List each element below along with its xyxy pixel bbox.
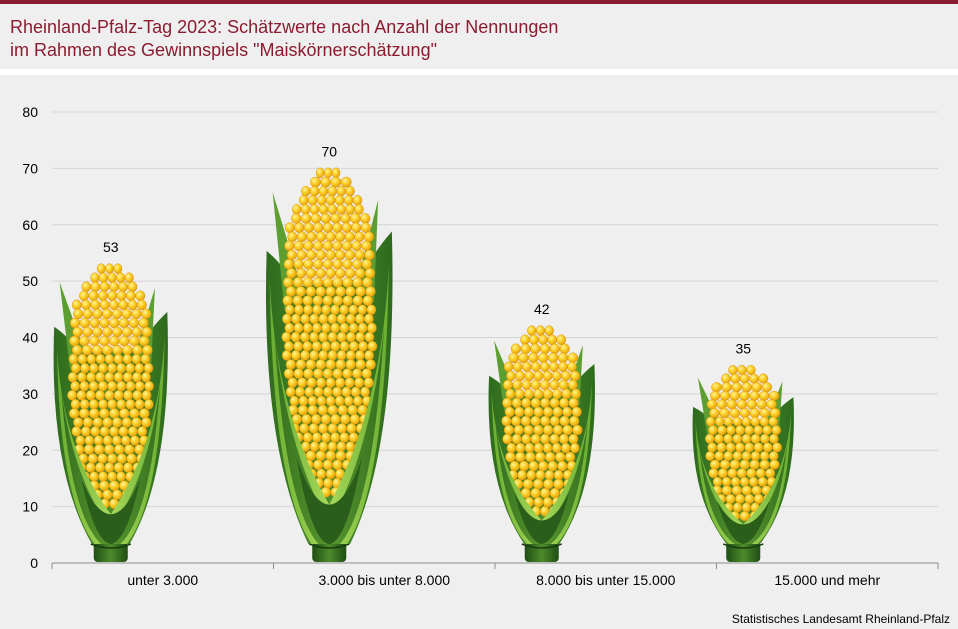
x-axis-tick-labels: unter 3.000 3.000 bis unter 8.000 8.000 bi… — [127, 572, 880, 588]
chart-title-line-2: im Rahmen des Gewinnspiels "Maiskörnersc… — [10, 40, 437, 60]
corn-bar-2 — [265, 167, 393, 562]
y-tick-label: 80 — [22, 104, 38, 120]
y-tick-label: 30 — [22, 386, 38, 402]
y-tick-label: 20 — [22, 442, 38, 458]
data-label: 42 — [534, 301, 550, 317]
y-tick-label: 60 — [22, 217, 38, 233]
data-label: 70 — [321, 143, 337, 159]
corn-bar-4 — [692, 364, 794, 562]
corn-bar-3 — [488, 325, 595, 562]
data-labels: 53 70 42 35 — [103, 143, 751, 356]
header-separator — [0, 69, 958, 75]
chart-title-line-1: Rheinland-Pfalz-Tag 2023: Schätzwerte na… — [10, 17, 559, 37]
y-tick-label: 10 — [22, 499, 38, 515]
chart-header: Rheinland-Pfalz-Tag 2023: Schätzwerte na… — [0, 4, 958, 68]
y-tick-label: 50 — [22, 273, 38, 289]
x-tick-label: unter 3.000 — [127, 572, 198, 588]
y-tick-label: 40 — [22, 330, 38, 346]
grid-layer — [51, 111, 939, 569]
corn-marks — [53, 167, 794, 562]
x-tick-label: 3.000 bis unter 8.000 — [318, 572, 450, 588]
x-tick-label: 15.000 und mehr — [774, 572, 880, 588]
top-accent-rule — [0, 0, 958, 4]
source-note: Statistisches Landesamt Rheinland-Pfalz — [731, 612, 950, 626]
y-tick-label: 70 — [22, 160, 38, 176]
data-label: 53 — [103, 239, 119, 255]
y-tick-label: 0 — [30, 555, 38, 571]
data-label: 35 — [735, 341, 751, 357]
corn-bar-1 — [53, 263, 168, 562]
y-axis-tick-labels: 0 10 20 30 40 50 60 70 80 — [22, 104, 38, 571]
x-tick-label: 8.000 bis unter 15.000 — [536, 572, 676, 588]
